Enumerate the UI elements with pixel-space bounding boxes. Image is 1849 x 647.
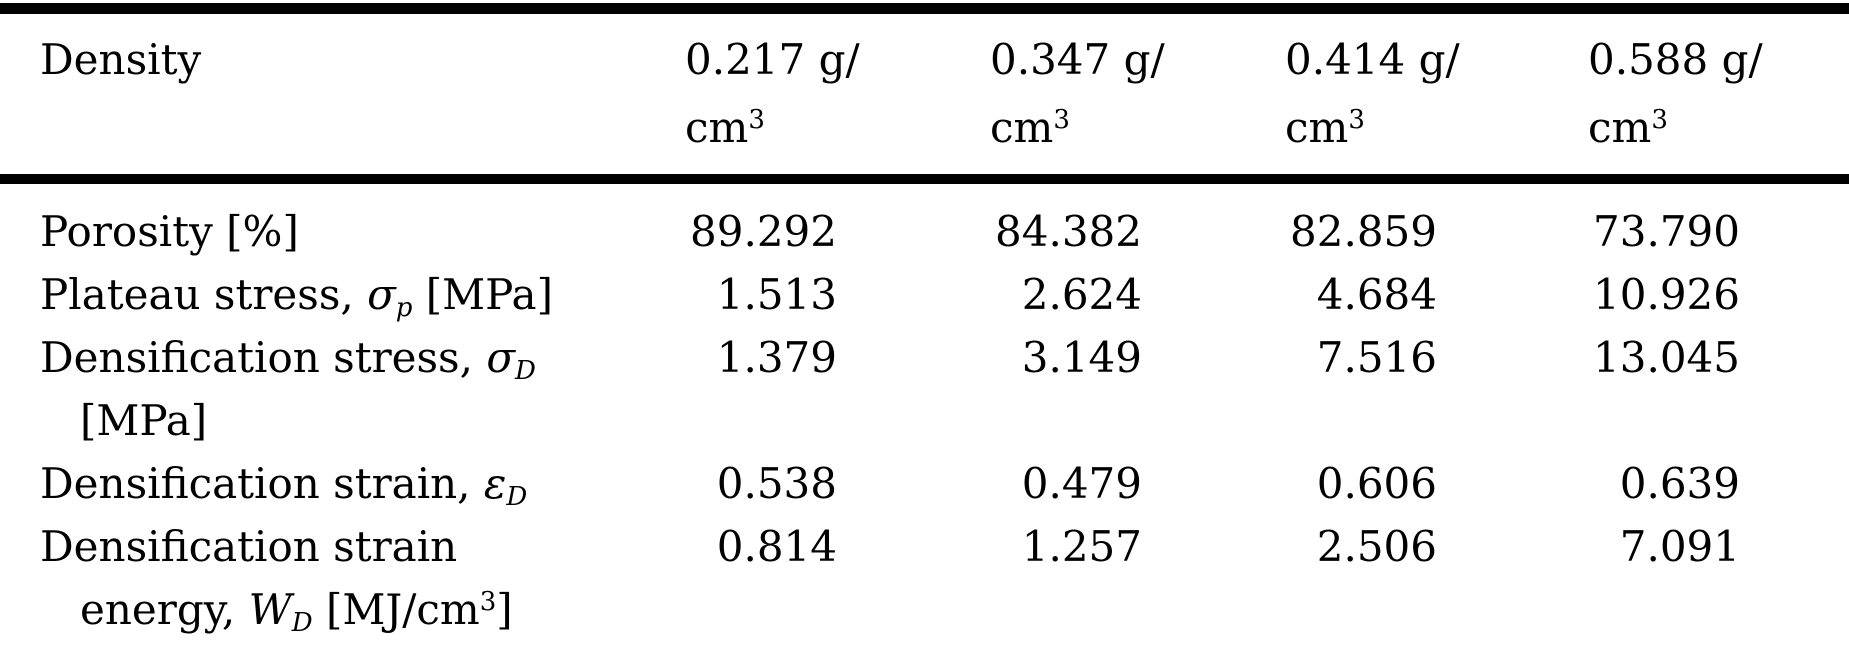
value-cell: 0.538 (685, 452, 990, 515)
math-symbol: W (248, 585, 292, 634)
value-cell: 0.639 (1588, 452, 1849, 515)
row-label-cell: Densification strain, εD (0, 452, 685, 515)
row-label: Densification stress, σD [MPa] (40, 326, 685, 452)
value-cell: 1.379 (685, 326, 990, 452)
value-cell: 2.506 (1285, 515, 1588, 647)
value: 0.479 (1021, 459, 1142, 508)
text-segment: Porosity [%] (40, 207, 299, 256)
value-cell: 0.479 (990, 452, 1285, 515)
text-segment: [MPa] (80, 396, 208, 445)
value: 0.538 (716, 459, 837, 508)
text-segment: Densification stress, (40, 333, 487, 382)
column-header-density-4: 0.588 g/cm3 (1588, 8, 1849, 184)
value-cell: 2.624 (990, 263, 1285, 326)
value-cell: 1.257 (990, 515, 1285, 647)
math-subscript: D (506, 482, 528, 513)
text-segment: Densification strain (40, 522, 458, 571)
value: 0.814 (716, 522, 837, 571)
text-segment: Densification strain, (40, 459, 484, 508)
column-header-density-1: 0.217 g/cm3 (685, 8, 990, 184)
text-segment: 0.217 g/ (685, 35, 860, 84)
value-cell: 7.091 (1588, 515, 1849, 647)
value-cell: 10.926 (1588, 263, 1849, 326)
superscript: 3 (1348, 104, 1365, 135)
value-cell: 7.516 (1285, 326, 1588, 452)
text-segment: 0.414 g/ (1285, 35, 1460, 84)
value: 1.257 (1021, 522, 1142, 571)
text-segment: Plateau stress, (40, 270, 368, 319)
text-segment: cm (1588, 103, 1652, 152)
value: 7.091 (1619, 522, 1740, 571)
row-label-cell: Densification stress, σD [MPa] (0, 326, 685, 452)
row-label: Densification strain energy, WD [MJ/cm3] (40, 515, 685, 641)
value: 2.624 (1021, 270, 1142, 319)
table-header: Density 0.217 g/cm3 0.347 g/cm3 0.414 g/cm… (0, 8, 1849, 184)
value-cell: 73.790 (1588, 179, 1849, 263)
math-symbol: σ (486, 333, 515, 382)
row-label: Densification strain, εD (40, 452, 685, 515)
row-label-cell: Densification strain energy, WD [MJ/cm3] (0, 515, 685, 647)
row-label: Plateau stress, σp [MPa] (40, 263, 685, 326)
superscript: 3 (1053, 104, 1070, 135)
text-segment: ] (496, 585, 513, 634)
text-segment: [MPa] (412, 270, 553, 319)
header-density-label: Density (0, 8, 685, 184)
value-cell: 84.382 (990, 179, 1285, 263)
value-cell: 13.045 (1588, 326, 1849, 452)
value: 3.149 (1021, 333, 1142, 382)
value: 1.513 (716, 270, 837, 319)
value: 73.790 (1593, 207, 1740, 256)
value: 82.859 (1290, 207, 1437, 256)
value: 13.045 (1593, 333, 1740, 382)
column-header-density-2: 0.347 g/cm3 (990, 8, 1285, 184)
value: 84.382 (995, 207, 1142, 256)
table-row: Densification stress, σD [MPa] 1.379 3.149 7… (0, 326, 1849, 452)
superscript: 3 (1651, 104, 1668, 135)
value: 10.926 (1593, 270, 1740, 319)
value-cell: 0.606 (1285, 452, 1588, 515)
math-subscript: p (395, 293, 413, 324)
row-label-cell: Porosity [%] (0, 179, 685, 263)
value: 2.506 (1316, 522, 1437, 571)
value-cell: 89.292 (685, 179, 990, 263)
text-segment: 0.588 g/ (1588, 35, 1763, 84)
header-row: Density 0.217 g/cm3 0.347 g/cm3 0.414 g/cm… (0, 8, 1849, 184)
math-symbol: ε (483, 459, 507, 508)
table-row: Densification strain, εD 0.538 0.479 0.606 0… (0, 452, 1849, 515)
value-cell: 82.859 (1285, 179, 1588, 263)
value: 7.516 (1316, 333, 1437, 382)
math-subscript: D (514, 356, 536, 387)
value-cell: 4.684 (1285, 263, 1588, 326)
row-label: Porosity [%] (40, 200, 685, 263)
value: 4.684 (1316, 270, 1437, 319)
value: 0.639 (1619, 459, 1740, 508)
text-segment: cm (685, 103, 749, 152)
superscript: 3 (748, 104, 765, 135)
math-subscript: D (291, 608, 313, 639)
text-segment: cm (1285, 103, 1349, 152)
text-segment: [MJ/cm (312, 585, 480, 634)
text-segment: energy, (80, 585, 249, 634)
value-cell: 3.149 (990, 326, 1285, 452)
column-header-density-3: 0.414 g/cm3 (1285, 8, 1588, 184)
text-segment: 0.347 g/ (990, 35, 1165, 84)
table-row: Porosity [%] 89.292 84.382 82.859 73.790 (0, 179, 1849, 263)
value: 0.606 (1316, 459, 1437, 508)
value-cell: 0.814 (685, 515, 990, 647)
table-body: Porosity [%] 89.292 84.382 82.859 73.790 Plat… (0, 179, 1849, 647)
row-label-cell: Plateau stress, σp [MPa] (0, 263, 685, 326)
math-symbol: σ (367, 270, 396, 319)
superscript: 3 (479, 586, 497, 617)
value: 1.379 (716, 333, 837, 382)
table-row: Densification strain energy, WD [MJ/cm3] 0… (0, 515, 1849, 647)
text-segment: cm (990, 103, 1054, 152)
table-row: Plateau stress, σp [MPa] 1.513 2.624 4.684 1… (0, 263, 1849, 326)
material-properties-table: Density 0.217 g/cm3 0.347 g/cm3 0.414 g/cm… (0, 3, 1849, 647)
value-cell: 1.513 (685, 263, 990, 326)
value: 89.292 (690, 207, 837, 256)
